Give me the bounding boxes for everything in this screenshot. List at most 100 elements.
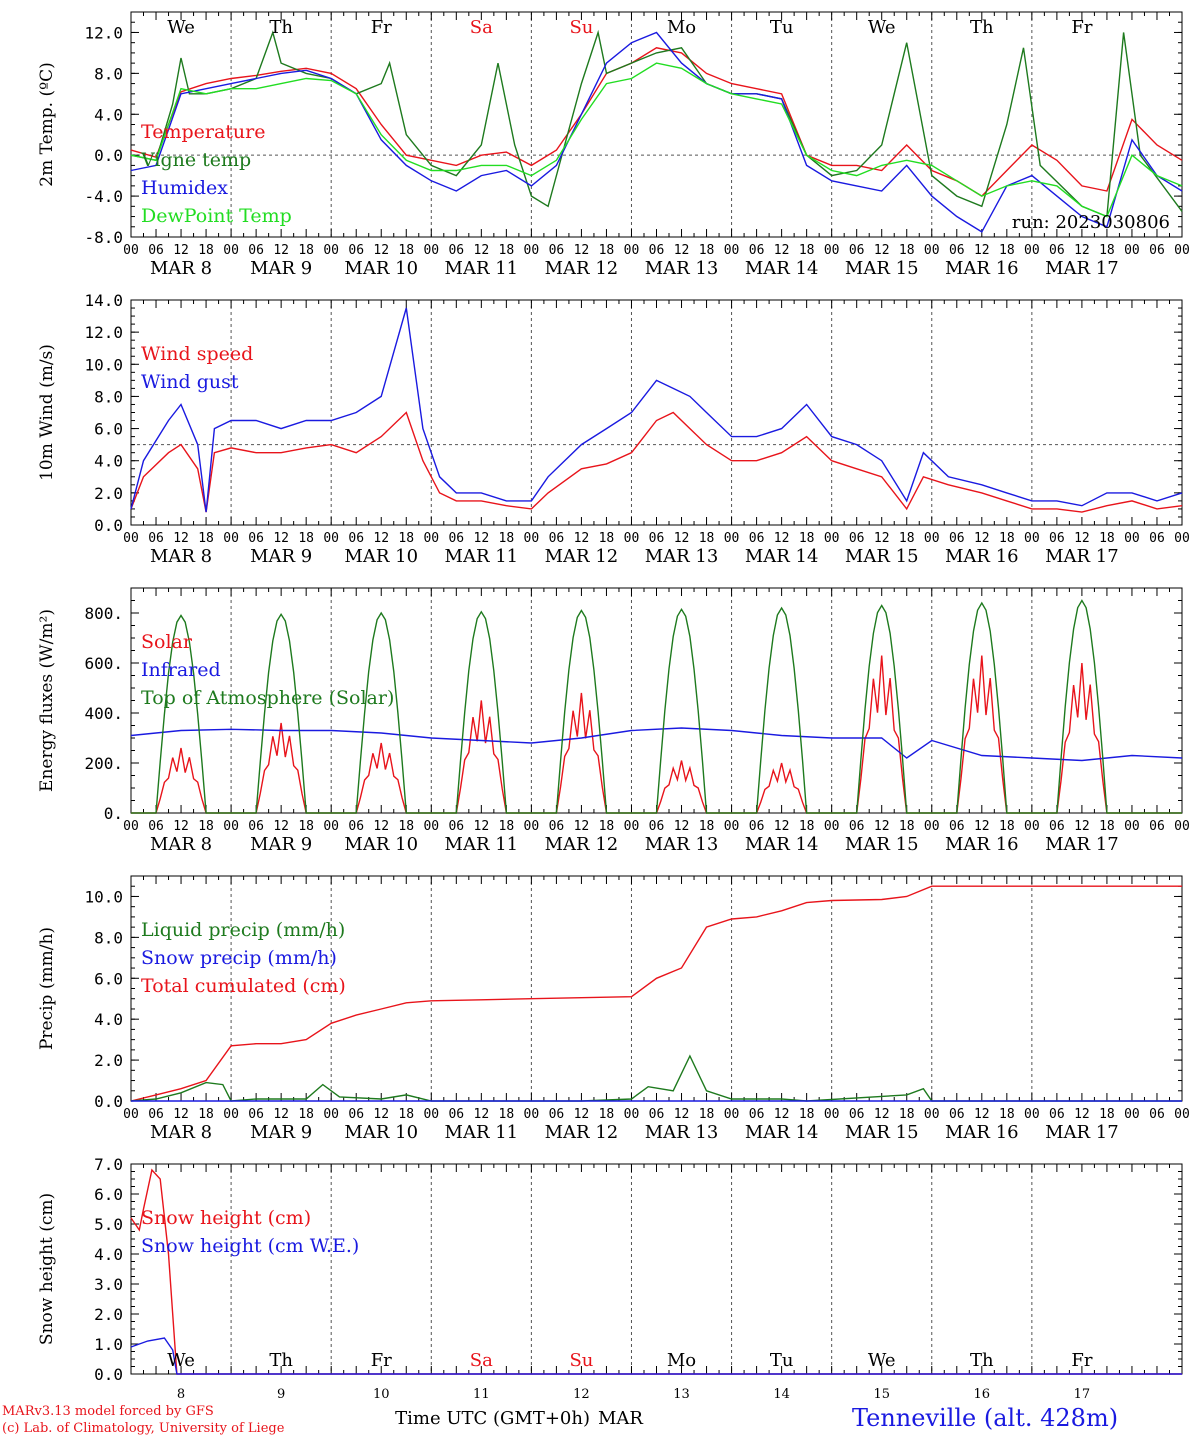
x-hour-label: 00 [724,243,740,258]
x-hour-label: 06 [949,1107,965,1122]
x-date-label: MAR 15 [845,834,919,855]
x-date-label: MAR 12 [545,1122,619,1143]
x-hour-label: 12 [1074,243,1090,258]
x-hour-label: 12 [674,819,690,834]
x-day-number: 10 [373,1387,390,1402]
x-hour-label: 06 [749,819,765,834]
x-hour-label: 12 [373,1107,389,1122]
x-hour-label: 12 [273,243,289,258]
x-hour-label: 06 [949,819,965,834]
y-tick-label: 12.0 [84,23,123,42]
x-hour-label: 06 [1149,531,1165,546]
x-hour-label: 06 [448,1107,464,1122]
y-tick-label: 6.0 [94,1185,123,1204]
x-hour-label: 06 [348,1107,364,1122]
y-tick-label: 10.0 [84,355,123,374]
y-axis-label: 2m Temp. (ºC) [37,62,57,187]
x-hour-label: 06 [248,243,264,258]
x-hour-label: 18 [799,531,815,546]
legend-entry: Solar [141,631,193,653]
y-tick-label: 800. [84,604,123,623]
x-hour-label: 00 [1024,819,1040,834]
x-hour-label: 12 [974,1107,990,1122]
x-hour-label: 12 [173,1107,189,1122]
x-hour-label: 18 [599,531,615,546]
y-tick-label: 3.0 [94,1275,123,1294]
x-date-label: MAR 11 [445,834,519,855]
x-hour-label: 06 [549,819,565,834]
x-hour-label: 12 [774,531,790,546]
x-hour-label: 06 [949,243,965,258]
x-hour-label: 12 [574,531,590,546]
y-axis-label: Snow height (cm) [37,1193,57,1345]
panel-2-frame [130,299,1183,526]
x-hour-label: 12 [173,531,189,546]
x-hour-label: 18 [198,819,214,834]
x-date-label: MAR 17 [1045,258,1119,279]
x-hour-label: 12 [974,243,990,258]
x-date-label: MAR 8 [150,546,212,567]
x-hour-label: 18 [899,243,915,258]
x-hour-label: 00 [1174,819,1190,834]
x-hour-label: 06 [549,243,565,258]
x-hour-label: 00 [724,1107,740,1122]
x-date-label: MAR 8 [150,834,212,855]
x-hour-label: 12 [874,819,890,834]
series-line-temperature [130,47,1183,197]
x-hour-label: 06 [849,531,865,546]
x-day-number: 17 [1074,1387,1091,1402]
y-tick-label: 6.0 [94,969,123,988]
day-of-week-label: Th [269,1350,293,1371]
y-tick-label: 0.0 [94,1365,123,1384]
x-hour-label: 06 [749,531,765,546]
x-hour-label: 00 [323,1107,339,1122]
day-of-week-label: We [167,1350,195,1371]
x-hour-label: 18 [499,531,515,546]
series-line-snow-height-cm-w-e- [130,1337,1182,1375]
panel-1-frame [130,11,1183,238]
x-hour-label: 00 [123,819,139,834]
x-hour-label: 06 [248,819,264,834]
x-hour-label: 12 [874,243,890,258]
day-of-week-label: Sa [470,1350,493,1371]
day-of-week-label: Fr [1071,1350,1092,1371]
x-hour-label: 12 [574,819,590,834]
legend-entry: Wind gust [141,371,239,393]
x-hour-label: 18 [398,1107,414,1122]
x-hour-label: 12 [173,243,189,258]
x-date-label: MAR 9 [250,546,312,567]
x-hour-label: 18 [398,531,414,546]
x-date-label: MAR 11 [445,546,519,567]
x-hour-label: 00 [1174,243,1190,258]
y-tick-label: 8.0 [94,928,123,947]
x-hour-label: 12 [474,1107,490,1122]
x-hour-label: 12 [373,819,389,834]
series-line-infrared [130,727,1183,762]
x-hour-label: 18 [198,1107,214,1122]
day-of-week-label: Tu [770,17,794,38]
x-hour-label: 06 [1149,1107,1165,1122]
y-tick-label: -8.0 [84,228,123,247]
x-date-label: MAR 15 [845,546,919,567]
x-hour-label: 00 [423,1107,439,1122]
y-tick-label: 4.0 [94,452,123,471]
x-hour-label: 00 [1124,819,1140,834]
x-hour-label: 06 [348,243,364,258]
x-hour-label: 06 [549,531,565,546]
x-hour-label: 00 [924,1107,940,1122]
x-day-number: 14 [773,1387,790,1402]
x-date-label: MAR 17 [1045,834,1119,855]
x-hour-label: 06 [749,1107,765,1122]
x-hour-label: 00 [323,531,339,546]
y-tick-label: 14.0 [84,291,123,310]
x-hour-label: 12 [1074,819,1090,834]
x-date-label: MAR 10 [344,1122,418,1143]
x-hour-label: 00 [624,819,640,834]
x-date-label: MAR 13 [645,258,719,279]
x-hour-label: 06 [949,531,965,546]
legend-entry: Wind speed [141,343,253,365]
x-hour-label: 06 [1049,1107,1065,1122]
y-tick-label: 6.0 [94,420,123,439]
day-of-week-label: Fr [1071,17,1092,38]
x-hour-label: 18 [699,243,715,258]
